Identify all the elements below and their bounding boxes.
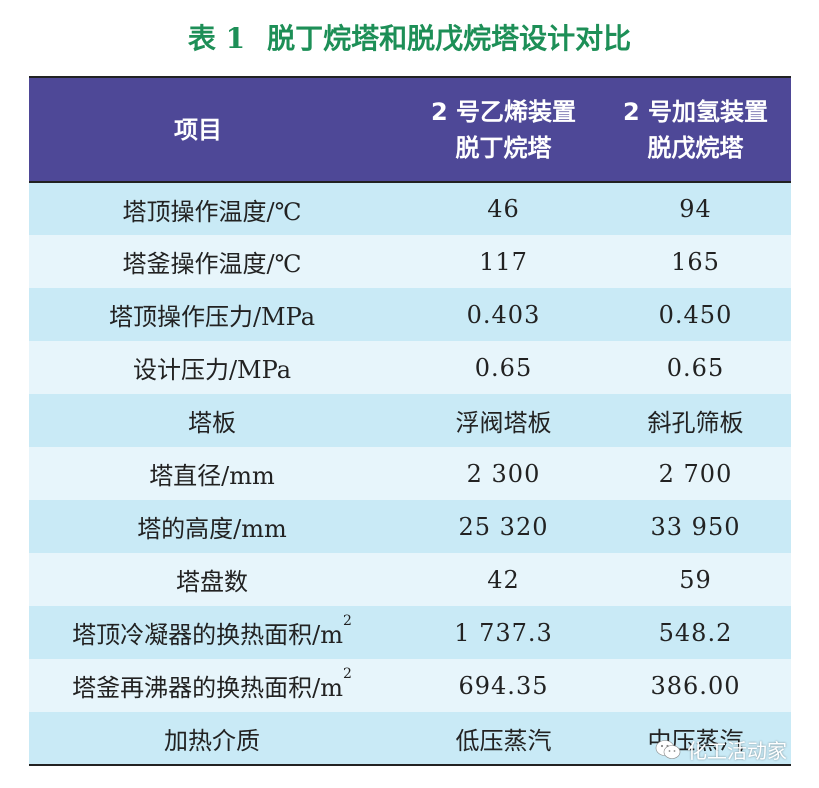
wechat-icon: [655, 739, 681, 761]
cell-column-3: 2 700: [658, 459, 733, 488]
row-label-cell: 塔釜再沸器的换热面积/m2: [29, 659, 407, 712]
table-title: 表 1 脱丁烷塔和脱戊烷塔设计对比: [0, 14, 819, 64]
row-label: 塔顶操作温度/℃: [122, 197, 302, 226]
header-column-2-line-1: 2 号乙烯装置: [430, 97, 577, 126]
table-title-text: 脱丁烷塔和脱戊烷塔设计对比: [267, 22, 632, 55]
table-row: 塔板 浮阀塔板 斜孔筛板: [29, 394, 791, 447]
row-label: 塔直径/mm: [149, 462, 275, 490]
watermark-text: 化工活动家: [687, 739, 787, 763]
table-row: 塔顶操作温度/℃ 46 94: [29, 182, 791, 235]
cell-column-3: 548.2: [658, 618, 733, 647]
row-label: 加热介质: [29, 712, 407, 766]
table-row: 塔的高度/mm 25 320 33 950: [29, 500, 791, 553]
table-row: 塔顶冷凝器的换热面积/m2 1 737.3 548.2: [29, 606, 791, 659]
table-row: 塔釜操作温度/℃ 117 165: [29, 235, 791, 288]
table-row: 设计压力/MPa 0.65 0.65: [29, 341, 791, 394]
row-label: 塔盘数: [176, 568, 248, 596]
row-label: 塔釜操作温度/℃: [122, 250, 302, 278]
unit-superscript: 2: [342, 666, 352, 682]
header-column-2: 2 号乙烯装置 脱丁烷塔: [407, 76, 600, 183]
cell-column-3: 386.00: [650, 671, 741, 700]
cell-column-2: 2 300: [466, 459, 541, 488]
header-column-2-line-2: 脱丁烷塔: [455, 133, 552, 162]
cell-column-3: 59: [679, 565, 712, 594]
table-row: 塔盘数 42 59: [29, 553, 791, 606]
row-label: 塔顶冷凝器的换热面积/m: [72, 621, 343, 649]
cell-column-2: 42: [487, 565, 520, 594]
cell-column-3: 斜孔筛板: [647, 409, 744, 437]
comparison-table: 项目 2 号乙烯装置 脱丁烷塔 2 号加氢装置 脱戊烷塔 塔顶操作温度/℃ 46…: [29, 76, 791, 766]
header-column-3: 2 号加氢装置 脱戊烷塔: [600, 76, 791, 183]
table-row: 塔直径/mm 2 300 2 700: [29, 447, 791, 500]
cell-column-2: 46: [487, 195, 520, 223]
table-number: 表 1: [187, 22, 246, 55]
table-row: 塔顶操作压力/MPa 0.403 0.450: [29, 288, 791, 341]
cell-column-2: 0.403: [466, 300, 541, 329]
row-label: 塔板: [188, 409, 236, 437]
cell-column-2: 0.65: [474, 353, 533, 382]
table-row: 加热介质 低压蒸汽 中压蒸汽: [29, 712, 791, 766]
cell-column-3: 33 950: [650, 512, 741, 541]
watermark: 化工活动家: [655, 735, 787, 764]
unit-superscript: 2: [342, 613, 352, 629]
row-label: 塔釜再沸器的换热面积/m: [72, 674, 343, 702]
row-label: 塔的高度/mm: [137, 515, 287, 543]
cell-column-3: 165: [671, 247, 720, 276]
header-item: 项目: [29, 76, 407, 183]
cell-column-3: 0.65: [666, 353, 725, 382]
cell-column-2: 浮阀塔板: [455, 409, 552, 437]
row-label: 设计压力/MPa: [132, 356, 292, 384]
row-label-cell: 塔顶冷凝器的换热面积/m2: [29, 606, 407, 659]
table-row: 塔釜再沸器的换热面积/m2 694.35 386.00: [29, 659, 791, 712]
header-column-3-line-2: 脱戊烷塔: [647, 133, 744, 162]
cell-column-3: 94: [679, 195, 712, 223]
header-column-3-line-1: 2 号加氢装置: [622, 97, 769, 126]
cell-column-2: 694.35: [458, 671, 549, 700]
cell-column-3: 0.450: [658, 300, 733, 329]
cell-column-2: 低压蒸汽: [407, 712, 600, 766]
cell-column-3: 中压蒸汽: [600, 712, 791, 766]
cell-column-2: 25 320: [458, 512, 549, 541]
cell-column-2: 117: [479, 247, 528, 276]
header-row: 项目 2 号乙烯装置 脱丁烷塔 2 号加氢装置 脱戊烷塔: [29, 76, 791, 183]
row-label: 塔顶操作压力/MPa: [108, 303, 316, 331]
cell-column-2: 1 737.3: [454, 618, 553, 647]
